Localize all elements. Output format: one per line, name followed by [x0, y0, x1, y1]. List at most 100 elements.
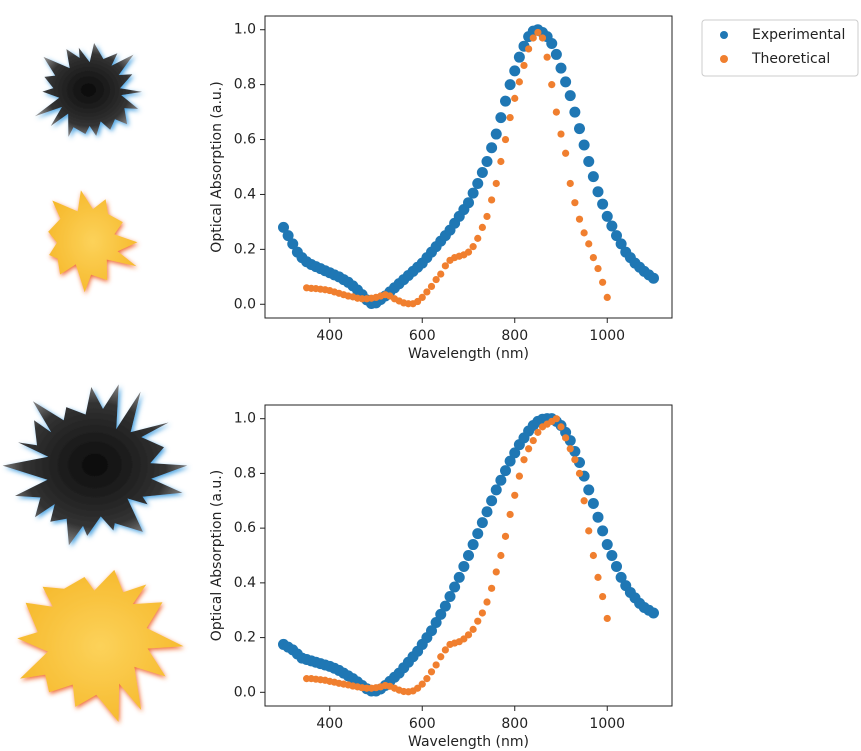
data-point: [583, 484, 595, 496]
data-point: [520, 61, 528, 70]
data-point: [278, 221, 289, 233]
data-point: [430, 617, 442, 629]
data-point: [435, 608, 447, 620]
data-point: [601, 539, 613, 551]
data-point: [557, 423, 565, 431]
data-point: [441, 646, 449, 654]
data-point: [464, 631, 473, 639]
data-point: [529, 436, 537, 445]
legend-label: Experimental: [752, 27, 845, 43]
data-point: [492, 179, 500, 188]
y-tick-label: 0.6: [234, 520, 256, 536]
data-point: [488, 196, 496, 204]
data-point: [483, 598, 491, 606]
data-point: [515, 78, 523, 86]
y-axis-label: Optical Absorption (a.u.): [209, 470, 225, 641]
data-point: [560, 76, 572, 88]
data-point: [589, 254, 597, 262]
data-point: [414, 297, 422, 306]
data-point: [481, 156, 493, 168]
data-point: [580, 497, 588, 505]
data-point: [555, 62, 567, 74]
data-point: [488, 584, 496, 592]
data-point: [463, 197, 474, 209]
data-point: [449, 581, 461, 593]
legend-box: [701, 19, 859, 77]
data-point: [566, 179, 574, 188]
data-point: [495, 112, 507, 124]
data-point: [474, 617, 482, 625]
data-point: [569, 106, 581, 118]
data-point: [418, 680, 426, 688]
data-point: [469, 625, 477, 633]
data-point: [506, 510, 514, 519]
legend-label: Theoretical: [751, 51, 830, 67]
particle-illustrations: [2, 43, 188, 722]
y-tick-label: 1.0: [234, 22, 256, 38]
data-point: [504, 455, 516, 467]
data-point: [423, 675, 431, 683]
x-tick-label: 800: [501, 328, 528, 344]
data-point: [566, 445, 574, 453]
data-point: [423, 288, 431, 296]
data-point: [441, 262, 449, 270]
data-point: [432, 275, 440, 284]
x-tick-label: 600: [409, 716, 436, 732]
data-point: [427, 282, 436, 291]
y-tick-label: 0.4: [234, 186, 256, 202]
y-axis-label: Optical Absorption (a.u.): [209, 81, 225, 252]
data-point: [497, 157, 505, 166]
axes-frame: [264, 15, 673, 319]
data-point: [562, 149, 570, 157]
data-point: [478, 609, 486, 617]
data-point: [472, 177, 484, 189]
legend-marker: [720, 55, 728, 63]
data-point: [585, 240, 593, 248]
y-tick-label: 1.0: [234, 411, 256, 427]
data-point: [597, 198, 609, 210]
data-point: [453, 571, 465, 583]
data-point: [575, 215, 584, 223]
data-point: [583, 156, 595, 168]
data-point: [490, 128, 502, 140]
data-point: [648, 607, 659, 619]
y-tick-label: 0.0: [234, 296, 256, 312]
x-axis-label: Wavelength (nm): [408, 346, 529, 362]
data-point: [501, 532, 510, 540]
data-point: [592, 186, 604, 198]
data-point: [463, 550, 474, 561]
data-point: [574, 123, 585, 135]
y-tick-label: 0.2: [234, 630, 256, 646]
x-tick-label: 1000: [589, 716, 625, 732]
data-point: [529, 34, 537, 42]
data-point: [564, 90, 576, 102]
data-point: [615, 571, 627, 583]
data-point: [571, 199, 579, 207]
axes-frame: [264, 404, 673, 707]
data-point: [418, 293, 426, 302]
data-point: [599, 278, 607, 286]
data-point: [571, 456, 579, 464]
data-point: [603, 293, 611, 302]
data-point: [501, 135, 510, 144]
data-point: [511, 491, 519, 499]
data-point: [543, 53, 551, 61]
x-tick-label: 400: [316, 328, 343, 344]
data-point: [467, 539, 479, 551]
data-point: [509, 447, 521, 459]
x-tick-label: 800: [501, 716, 528, 732]
data-point: [580, 229, 588, 237]
data-point: [578, 139, 590, 151]
data-point: [444, 591, 456, 603]
data-point: [611, 560, 622, 572]
data-point: [585, 527, 593, 535]
data-point: [575, 469, 584, 478]
gold-particle: [48, 190, 138, 293]
data-point: [474, 234, 482, 242]
data-point: [534, 428, 542, 436]
data-point: [490, 484, 502, 496]
data-point: [601, 210, 613, 222]
data-point: [469, 243, 477, 251]
data-point: [500, 465, 511, 477]
